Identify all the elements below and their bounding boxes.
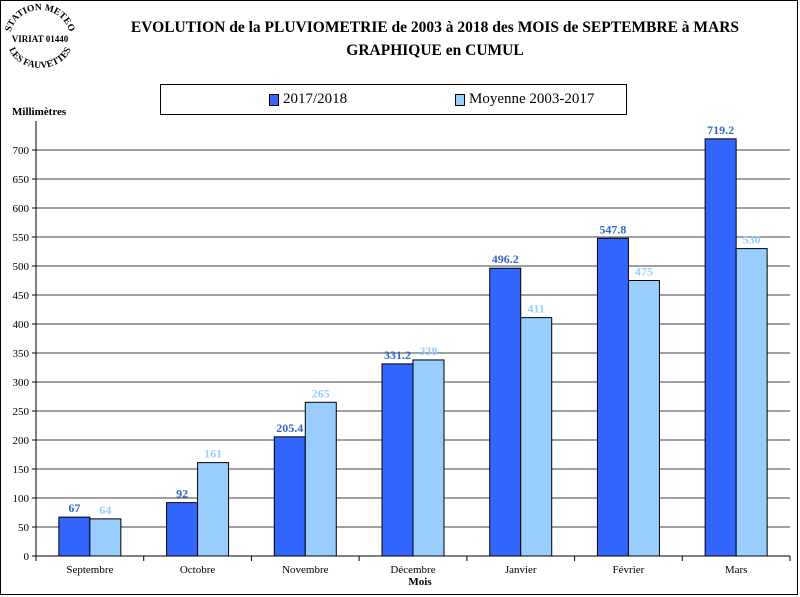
bar-series1	[381, 363, 414, 557]
y-tick-label: 600	[13, 203, 30, 215]
y-tick-label: 500	[13, 261, 30, 273]
data-label-series2: 338	[420, 344, 438, 358]
data-label-series2: 411	[528, 302, 545, 316]
y-axis-label: Millimètres	[12, 106, 67, 118]
legend-item-series1: 2017/2018	[269, 91, 347, 108]
chart-title: EVOLUTION de la PLUVIOMETRIE de 2003 à 2…	[90, 16, 780, 62]
legend-label-series2: Moyenne 2003-2017	[469, 91, 595, 107]
bar-series1	[58, 516, 91, 557]
data-label-series2: 530	[743, 233, 761, 247]
legend: 2017/2018 Moyenne 2003-2017	[160, 84, 627, 115]
data-label-series1: 331.2	[384, 348, 411, 362]
x-tick-label: Janvier	[505, 564, 537, 576]
bar-series2	[520, 317, 553, 557]
data-label-series1: 719.2	[707, 123, 734, 137]
y-tick-label: 650	[13, 174, 30, 186]
legend-label-series1: 2017/2018	[283, 91, 348, 107]
y-tick-label: 400	[13, 319, 30, 331]
station-logo: STATION METEO VIRIAT 01440 LES FAUVETTES	[4, 3, 76, 70]
x-tick-label: Septembre	[66, 564, 113, 576]
bar-series2	[627, 280, 660, 557]
data-label-series1: 547.8	[599, 222, 626, 236]
y-tick-label: 350	[13, 348, 30, 360]
x-tick-label: Novembre	[282, 564, 329, 576]
y-tick-label: 150	[13, 464, 30, 476]
x-axis-label: Mois	[408, 576, 432, 588]
legend-swatch-series2	[455, 93, 465, 106]
x-tick-label: Février	[613, 564, 645, 576]
y-tick-label: 450	[13, 290, 30, 302]
legend-item-series2: Moyenne 2003-2017	[455, 91, 594, 108]
y-tick-label: 550	[13, 232, 30, 244]
data-label-series1: 67	[68, 501, 80, 515]
chart-title-line2: GRAPHIQUE en CUMUL	[346, 42, 524, 59]
y-tick-label: 50	[18, 522, 30, 534]
y-tick-label: 100	[13, 493, 30, 505]
bar-series1	[704, 138, 737, 557]
bar-series1	[273, 436, 306, 557]
x-tick-label: Octobre	[180, 564, 216, 576]
logo-line2: VIRIAT 01440	[12, 34, 69, 44]
y-tick-label: 200	[13, 435, 30, 447]
bar-series2	[304, 401, 337, 557]
bar-series2	[735, 248, 768, 557]
y-tick-label: 300	[13, 377, 30, 389]
data-label-series1: 496.2	[492, 252, 519, 266]
bar-series1	[166, 502, 199, 557]
data-label-series1: 205.4	[276, 421, 303, 435]
data-label-series2: 64	[99, 503, 111, 517]
data-label-series1: 92	[176, 487, 188, 501]
y-tick-label: 700	[13, 145, 30, 157]
data-label-series2: 161	[204, 447, 222, 461]
legend-swatch-series1	[269, 93, 279, 106]
x-tick-label: Décembre	[390, 564, 435, 576]
bar-series1	[596, 237, 629, 557]
y-tick-label: 0	[24, 551, 30, 563]
y-tick-label: 250	[13, 406, 30, 418]
x-tick-label: Mars	[725, 564, 748, 576]
bar-series1	[489, 267, 522, 557]
data-label-series2: 265	[312, 386, 330, 400]
chart-title-line1: EVOLUTION de la PLUVIOMETRIE de 2003 à 2…	[130, 19, 740, 36]
data-label-series2: 475	[635, 265, 653, 279]
bar-series2	[197, 462, 230, 557]
bar-series2	[412, 359, 445, 557]
bar-series2	[89, 518, 122, 557]
